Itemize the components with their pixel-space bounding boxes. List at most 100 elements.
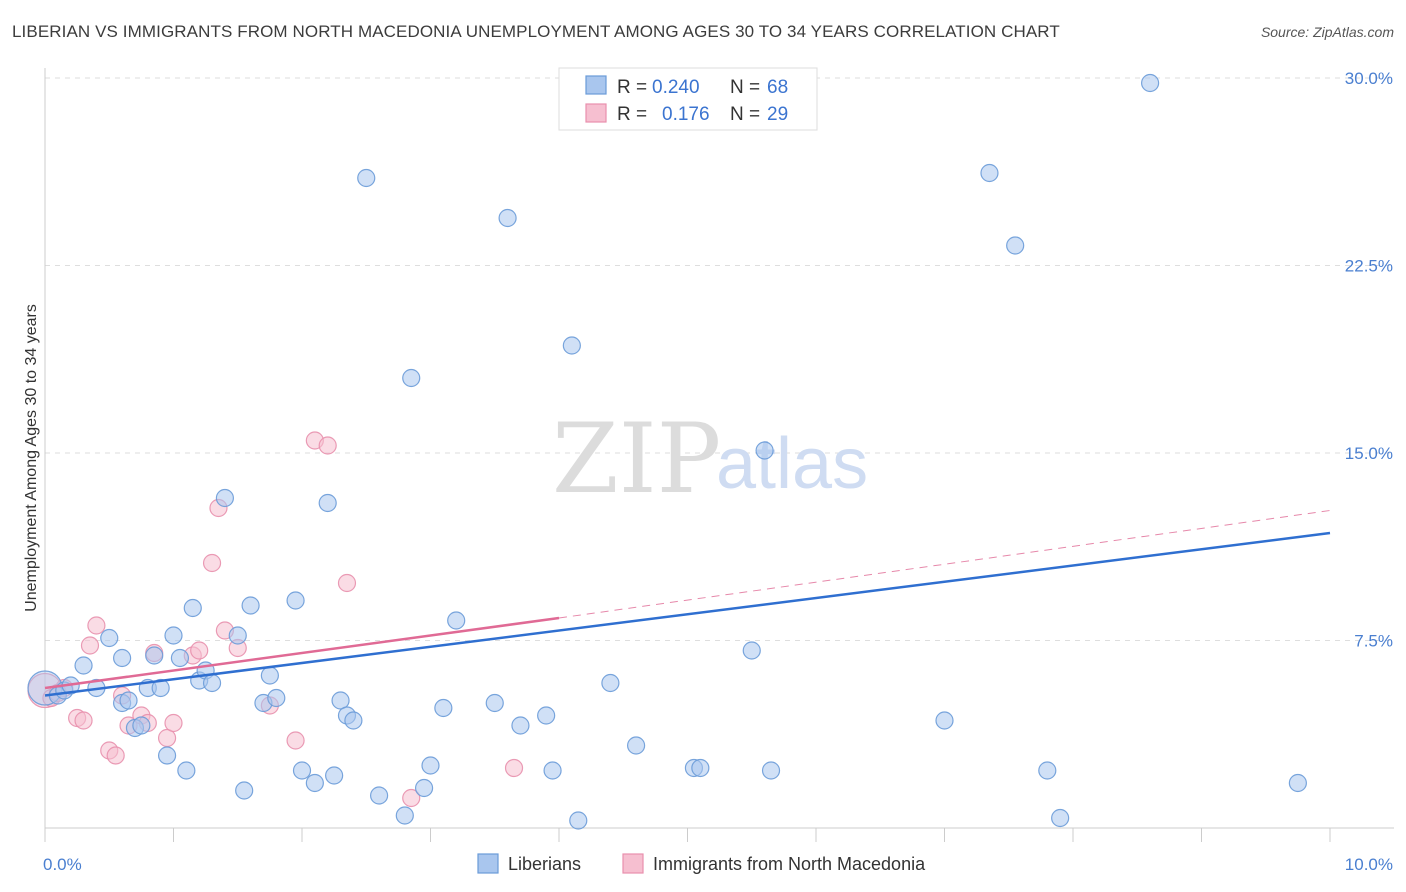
north-macedonia-point-28 [402, 788, 421, 808]
liberians-point-64 [1051, 808, 1070, 828]
liberians-point-32 [305, 773, 324, 793]
liberians-point-56 [691, 758, 710, 778]
liberians-point-15 [157, 746, 177, 765]
legend-label-north-macedonia: Immigrants from North Macedonia [653, 854, 926, 874]
north-macedonia-point-6 [80, 636, 100, 655]
stats-legend: R = 0.240 N = 68 R = 0.176 N = 29 [558, 67, 818, 131]
liberians-point-40 [395, 806, 414, 825]
liberians-point-53 [601, 673, 620, 693]
liberians-point-46 [485, 693, 504, 713]
legend-swatch-liberians [477, 853, 499, 874]
stats-r-value-2: 0.176 [662, 104, 710, 125]
y-tick-label-2: 22.5% [1345, 257, 1393, 276]
legend-swatch-north-macedonia [622, 853, 644, 874]
series-north-macedonia-points [27, 431, 524, 808]
liberians-point-22 [202, 673, 222, 693]
north-macedonia-point-26 [318, 436, 337, 455]
liberians-point-30 [286, 591, 305, 610]
liberians-point-4 [74, 656, 93, 675]
liberians-point-14 [151, 678, 170, 698]
liberians-point-51 [562, 336, 581, 355]
watermark-atlas: atlas [716, 424, 868, 504]
trend-lines [44, 510, 1331, 697]
source-label: Source: ZipAtlas.com [1260, 24, 1394, 40]
liberians-point-38 [357, 168, 376, 188]
liberians-point-16 [164, 626, 183, 645]
x-tick-label-0: 0.0% [43, 855, 82, 874]
stats-legend-swatch-blue [585, 75, 607, 95]
stats-n-label-2: N = [730, 104, 760, 125]
liberians-point-8 [112, 648, 132, 668]
trend-line-liberians [44, 531, 1331, 697]
y-tick-label-1: 15.0% [1345, 444, 1393, 463]
liberians-point-41 [402, 368, 421, 388]
y-axis-title: Unemployment Among Ages 30 to 34 years [23, 304, 40, 612]
liberians-point-31 [292, 761, 312, 780]
liberians-point-35 [331, 691, 350, 710]
series-legend: Liberians Immigrants from North Macedoni… [477, 853, 926, 874]
liberians-point-57 [742, 641, 761, 660]
liberians-point-17 [170, 648, 190, 668]
watermark: ZIP atlas [552, 403, 868, 515]
liberians-point-23 [215, 488, 234, 508]
liberians-point-34 [325, 766, 344, 785]
liberians-point-47 [498, 208, 517, 228]
stats-legend-swatch-pink [585, 103, 607, 123]
gridlines [45, 77, 1394, 641]
liberians-point-42 [414, 778, 434, 798]
liberians-point-59 [761, 761, 781, 780]
watermark-zip: ZIP [552, 403, 721, 515]
north-macedonia-point-27 [337, 573, 357, 593]
north-macedonia-point-7 [87, 616, 106, 635]
legend-label-liberians: Liberians [508, 854, 581, 874]
y-tick-label-0: 7.5% [1354, 632, 1393, 651]
y-tick-label-3: 30.0% [1345, 69, 1393, 88]
trend-extension-north-macedonia [558, 510, 1331, 619]
liberians-point-11 [132, 716, 151, 735]
liberians-point-48 [511, 716, 530, 735]
liberians-point-26 [241, 596, 260, 615]
liberians-point-54 [626, 736, 646, 755]
liberians-point-33 [318, 493, 337, 513]
liberians-point-13 [145, 646, 164, 665]
liberians-point-52 [569, 811, 588, 830]
north-macedonia-point-29 [504, 758, 524, 778]
liberians-point-45 [447, 611, 466, 630]
liberians-point-61 [980, 163, 999, 183]
liberians-point-60 [935, 711, 954, 730]
liberians-point-65 [1140, 73, 1160, 93]
x-tick-label-1: 10.0% [1345, 855, 1393, 874]
north-macedonia-point-19 [202, 553, 222, 573]
stats-n-value-2: 29 [767, 104, 788, 125]
north-macedonia-point-24 [286, 731, 305, 750]
liberians-point-58 [755, 441, 774, 460]
liberians-point-63 [1038, 761, 1057, 780]
liberians-point-37 [344, 711, 363, 730]
y-tick-labels: 7.5% 15.0% 22.5% 30.0% [1345, 69, 1393, 651]
liberians-point-50 [543, 761, 562, 780]
liberians-point-28 [260, 666, 279, 685]
liberians-point-49 [537, 706, 556, 725]
liberians-point-39 [370, 786, 389, 805]
north-macedonia-point-16 [164, 713, 183, 733]
stats-r-value-1: 0.240 [652, 77, 700, 98]
north-macedonia-point-5 [74, 711, 93, 730]
liberians-point-44 [434, 698, 453, 718]
liberians-point-25 [235, 781, 254, 800]
liberians-point-66 [1288, 773, 1307, 793]
liberians-point-29 [267, 688, 286, 708]
x-tick-labels: 0.0% 10.0% [43, 855, 1393, 874]
north-macedonia-point-18 [190, 641, 209, 660]
liberians-point-6 [100, 628, 119, 648]
liberians-point-19 [183, 598, 202, 618]
stats-n-label-1: N = [730, 77, 760, 98]
stats-n-value-1: 68 [767, 77, 788, 98]
chart-title: LIBERIAN VS IMMIGRANTS FROM NORTH MACEDO… [12, 22, 1060, 41]
north-macedonia-point-9 [106, 746, 125, 765]
trend-line-north-macedonia [44, 616, 560, 690]
liberians-point-24 [228, 626, 247, 645]
stats-r-label-2: R = [617, 104, 647, 125]
liberians-point-18 [177, 761, 196, 780]
liberians-point-9 [119, 691, 138, 710]
